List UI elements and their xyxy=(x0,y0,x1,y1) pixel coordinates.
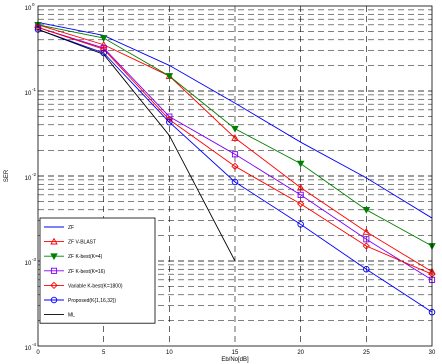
data-point-zf-k-best-k-4 xyxy=(296,160,305,168)
y-tick-label: 10 xyxy=(25,91,32,97)
y-tick-label: 10 xyxy=(25,346,32,352)
x-tick-label: 15 xyxy=(232,350,239,356)
data-point-zf-v-blast xyxy=(99,40,108,48)
legend-label-variable-k-best-k-1800: Variable K-best(K=1800) xyxy=(68,283,123,289)
y-axis-label: SER xyxy=(4,169,10,182)
data-point-proposed-k-1-16-32 xyxy=(297,221,304,228)
legend-label-zf-k-best-k-16: ZF K-best(K=16) xyxy=(68,269,105,275)
grid xyxy=(38,6,432,346)
data-point-proposed-k-1-16-32 xyxy=(363,265,370,273)
legend-label-zf: ZF xyxy=(68,225,74,231)
legend: ZF ZF V-BLAST ZF K-best(K=4) ZF K-best(K=16… xyxy=(39,217,156,324)
y-tick-exponent: -3 xyxy=(32,257,36,262)
series-line-proposed-k-1-16-32 xyxy=(37,29,433,313)
y-tick-exponent: -1 xyxy=(32,87,36,92)
y-tick-label: 10 xyxy=(25,176,32,182)
x-tick-label: 20 xyxy=(297,350,304,356)
data-point-variable-k-best-k-1800 xyxy=(231,162,239,170)
data-point-zf-k-best-k-4 xyxy=(165,73,174,80)
legend-marker-zf-k-best-k-4 xyxy=(50,253,58,261)
x-tick-label: 10 xyxy=(166,350,173,356)
y-tick-exponent: 0 xyxy=(32,2,35,7)
data-point-proposed-k-1-16-32 xyxy=(166,118,173,126)
legend-marker-zf-k-best-k-16 xyxy=(50,267,58,274)
legend-label-zf-v-blast: ZF V-BLAST xyxy=(68,240,96,246)
legend-label-proposed-k-1-16-32: Proposed(K{1,16,32}) xyxy=(68,298,116,304)
y-tick-label: 10 xyxy=(25,261,32,267)
y-tick-exponent: -4 xyxy=(32,342,36,347)
plot-frame xyxy=(37,5,433,347)
data-point-zf-k-best-k-16 xyxy=(297,191,304,198)
data-point-variable-k-best-k-1800 xyxy=(100,45,108,53)
data-point-zf-k-best-k-4 xyxy=(99,35,108,42)
data-point-zf-k-best-k-4 xyxy=(231,125,239,133)
series-layer xyxy=(34,20,436,316)
data-point-zf-k-best-k-4 xyxy=(362,206,371,214)
x-tick-label: 0 xyxy=(36,350,40,356)
series-line-zf-v-blast xyxy=(37,24,433,273)
y-tick-label: 10 xyxy=(25,6,32,12)
data-point-variable-k-best-k-1800 xyxy=(362,242,370,250)
legend-label-zf-k-best-k-4: ZF K-best(K=4) xyxy=(68,254,103,260)
y-tick-exponent: -2 xyxy=(32,172,36,177)
x-tick-label: 30 xyxy=(429,350,436,356)
legend-label-ml: ML xyxy=(68,313,75,319)
data-point-zf-v-blast xyxy=(296,183,305,191)
series-line-ml xyxy=(37,29,236,262)
data-point-zf-k-best-k-16 xyxy=(231,151,239,158)
legend-marker-proposed-k-1-16-32 xyxy=(50,296,58,304)
data-point-zf-k-best-k-16 xyxy=(363,236,370,243)
data-point-zf-v-blast xyxy=(362,227,371,235)
x-tick-label: 5 xyxy=(102,350,106,356)
series-line-variable-k-best-k-1800 xyxy=(37,26,433,275)
legend-marker-zf-v-blast xyxy=(50,237,58,245)
data-point-variable-k-best-k-1800 xyxy=(297,200,305,208)
series-line-zf-k-best-k-16 xyxy=(37,26,433,281)
legend-marker-variable-k-best-k-1800 xyxy=(50,281,58,290)
data-point-proposed-k-1-16-32 xyxy=(231,178,239,186)
data-point-zf-v-blast xyxy=(231,134,239,141)
x-tick-label: 25 xyxy=(363,350,370,356)
x-axis-label: Eb/No[dB] xyxy=(221,357,249,363)
